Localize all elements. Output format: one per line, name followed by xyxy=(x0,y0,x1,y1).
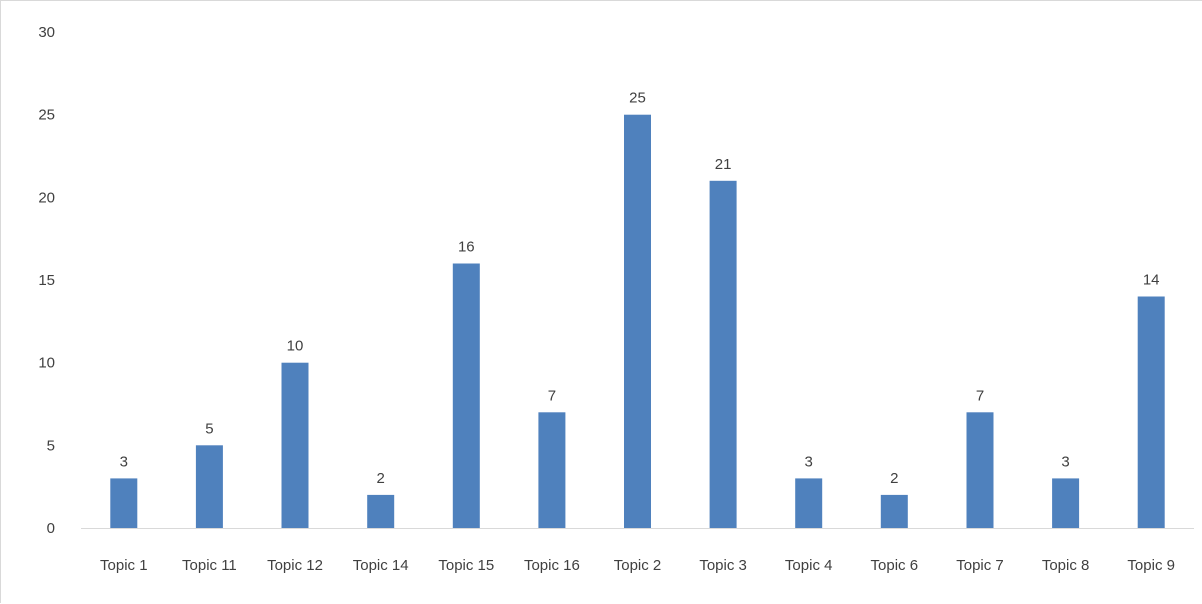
y-tick-label: 10 xyxy=(38,355,55,372)
bar xyxy=(880,494,908,528)
x-tick-label: Topic 12 xyxy=(267,557,323,574)
y-tick-label: 15 xyxy=(38,272,55,289)
x-tick-label: Topic 3 xyxy=(699,557,747,574)
y-tick-label: 30 xyxy=(38,24,55,41)
bar xyxy=(452,263,480,528)
data-label: 25 xyxy=(629,90,646,107)
x-tick-label: Topic 1 xyxy=(100,557,148,574)
data-label: 16 xyxy=(458,239,475,256)
x-tick-label: Topic 16 xyxy=(524,557,580,574)
x-tick-label: Topic 14 xyxy=(353,557,409,574)
x-tick-label: Topic 7 xyxy=(956,557,1004,574)
data-label: 3 xyxy=(120,453,128,470)
data-label: 7 xyxy=(548,387,556,404)
bar xyxy=(709,180,737,529)
x-tick-label: Topic 15 xyxy=(438,557,494,574)
y-tick-label: 25 xyxy=(38,107,55,124)
x-tick-label: Topic 9 xyxy=(1127,557,1175,574)
bar xyxy=(966,412,994,528)
bar xyxy=(110,478,138,528)
y-tick-label: 0 xyxy=(47,520,55,537)
data-label: 10 xyxy=(287,338,304,355)
data-label: 3 xyxy=(1061,453,1069,470)
bar xyxy=(624,114,651,528)
bar xyxy=(1137,296,1165,528)
y-tick-label: 20 xyxy=(38,189,55,206)
bar xyxy=(538,412,566,528)
x-tick-label: Topic 6 xyxy=(871,557,919,574)
data-label: 5 xyxy=(205,420,213,437)
data-label: 3 xyxy=(805,453,813,470)
data-label: 2 xyxy=(890,470,898,487)
bar xyxy=(367,494,395,528)
bar xyxy=(1052,478,1080,528)
y-axis-ticks: 0 5 10 15 20 25 30 xyxy=(38,24,55,537)
data-label: 21 xyxy=(715,156,732,173)
y-tick-label: 5 xyxy=(47,437,55,454)
data-label: 2 xyxy=(377,470,385,487)
bars xyxy=(110,114,1165,529)
x-axis-labels: Topic 1 Topic 11 Topic 12 Topic 14 Topic 15 T… xyxy=(100,557,1175,574)
bar xyxy=(281,362,309,528)
data-label: 14 xyxy=(1143,272,1160,289)
data-labels: 3 5 10 2 16 7 25 21 3 2 7 3 14 xyxy=(120,90,1160,487)
x-tick-label: Topic 8 xyxy=(1042,557,1090,574)
x-tick-label: Topic 4 xyxy=(785,557,833,574)
x-tick-label: Topic 11 xyxy=(182,557,237,574)
data-label: 7 xyxy=(976,387,984,404)
x-tick-label: Topic 2 xyxy=(614,557,662,574)
bar xyxy=(195,445,223,528)
bar xyxy=(795,478,823,528)
